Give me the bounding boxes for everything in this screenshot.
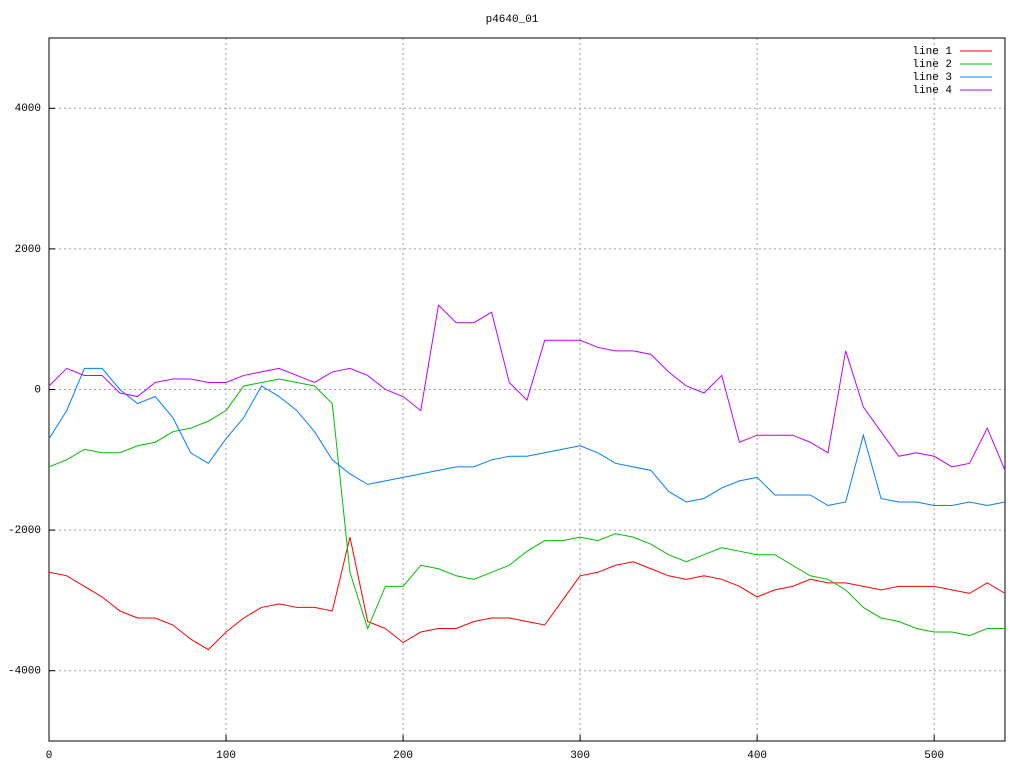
y-tick-label: 0 <box>34 384 41 396</box>
data-line <box>48 304 1006 471</box>
chart-title: p4640_01 <box>486 14 539 26</box>
data-line <box>48 367 1006 507</box>
y-tick-label: -4000 <box>8 666 41 678</box>
x-tick-label: 100 <box>216 750 236 762</box>
x-tick-label: 400 <box>747 750 767 762</box>
legend-label: line 1 <box>912 46 952 58</box>
data-line <box>48 378 1005 637</box>
y-tick-label: 4000 <box>15 103 41 115</box>
y-tick-label: -2000 <box>8 525 41 537</box>
legend-label: line 3 <box>912 72 952 84</box>
plot-frame <box>48 37 1006 742</box>
x-tick-label: 0 <box>46 750 53 762</box>
x-tick-label: 200 <box>393 750 413 762</box>
x-tick-label: 500 <box>924 750 944 762</box>
data-line <box>48 537 1006 651</box>
legend-label: line 4 <box>912 85 952 97</box>
legend-label: line 2 <box>912 59 952 71</box>
y-tick-label: 2000 <box>15 244 41 256</box>
x-tick-label: 300 <box>570 750 590 762</box>
